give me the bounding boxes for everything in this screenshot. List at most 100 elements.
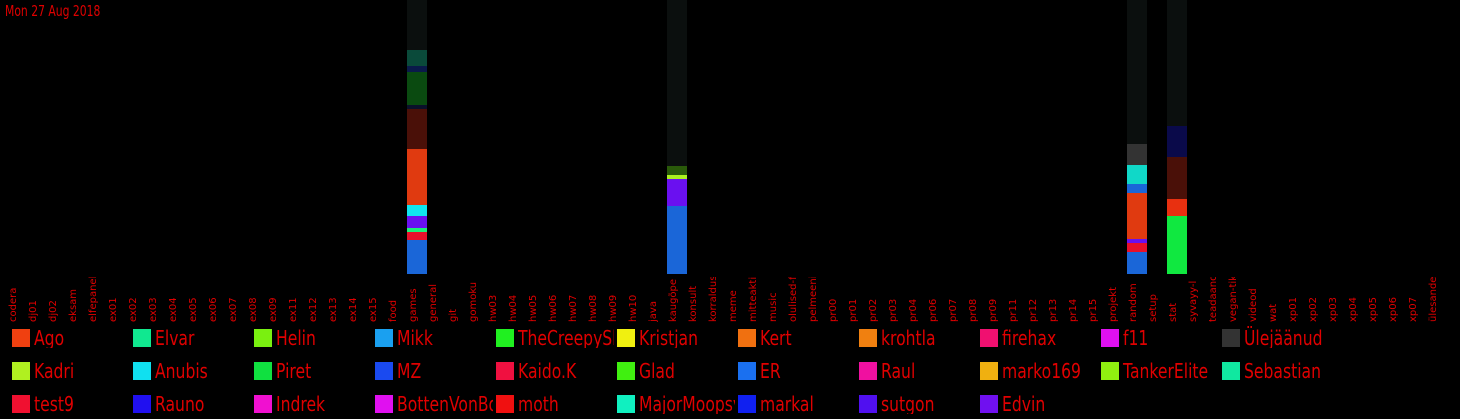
category-label: ex12 <box>308 277 320 322</box>
bar-segment-random-6 <box>1127 144 1147 165</box>
legend-label: ER <box>760 359 781 381</box>
category-label: hw03 <box>488 277 500 322</box>
category-label: pr11 <box>1008 277 1020 322</box>
legend-swatch <box>1222 329 1240 347</box>
category-label: games <box>408 277 420 322</box>
legend-item: BottenVonBot <box>375 392 493 414</box>
category-label: ex01 <box>108 277 120 322</box>
legend-label: Ülejäänud <box>1244 326 1323 348</box>
category-label-text: pr12 <box>1028 298 1039 322</box>
legend-swatch <box>12 329 30 347</box>
category-label: hw06 <box>548 277 560 322</box>
category-label-text: xp01 <box>1288 297 1299 322</box>
legend-swatch <box>375 395 393 413</box>
legend-item: moth <box>496 392 614 414</box>
category-label: ülesanded <box>1428 277 1440 322</box>
category-label: music <box>768 277 780 322</box>
legend-item: Helin <box>254 326 372 348</box>
category-label: pr07 <box>948 277 960 322</box>
category-label-text: wat <box>1268 303 1279 322</box>
bar-segment-stat-0 <box>1167 216 1187 274</box>
category-label-text: hw10 <box>628 294 639 322</box>
category-label: xp06 <box>1388 277 1400 322</box>
category-label: hw09 <box>608 277 620 322</box>
category-label: stat <box>1168 277 1180 322</box>
bar-segment-games-3 <box>407 216 427 228</box>
category-label-text: ex07 <box>228 297 239 322</box>
category-label: hw10 <box>628 277 640 322</box>
category-label-text: pr03 <box>888 298 899 322</box>
legend-item: test9 <box>12 392 130 414</box>
category-label-text: videod <box>1248 288 1259 322</box>
category-label-text: hw06 <box>548 294 559 322</box>
category-label-text: stat <box>1168 302 1179 322</box>
category-label: git <box>448 277 460 322</box>
category-label-text: ex06 <box>208 297 219 322</box>
legend-item: Piret <box>254 359 372 381</box>
legend-swatch <box>1101 329 1119 347</box>
category-label: ex05 <box>188 277 200 322</box>
category-label: pr14 <box>1068 277 1080 322</box>
legend-label: Kert <box>760 326 792 348</box>
category-label-text: music <box>768 292 779 322</box>
legend-swatch <box>617 329 635 347</box>
legend-swatch <box>12 395 30 413</box>
category-label-text: setup <box>1148 294 1159 322</box>
legend-swatch <box>496 395 514 413</box>
category-label: ex11 <box>288 277 300 322</box>
legend-swatch <box>254 395 272 413</box>
legend-item: Mikk <box>375 326 493 348</box>
category-label: random <box>1128 277 1140 322</box>
category-label: kaugõpe <box>668 277 680 322</box>
category-label: ex04 <box>168 277 180 322</box>
legend-swatch <box>980 329 998 347</box>
legend-label: TankerElite <box>1123 359 1209 381</box>
category-label: wat <box>1268 277 1280 322</box>
category-label: pr06 <box>928 277 940 322</box>
legend-label: Anubis <box>155 359 208 381</box>
bar-segment-games-6 <box>407 109 427 149</box>
legend-label: TheCreepySh <box>518 326 614 348</box>
category-label: pelmeeni <box>808 277 820 322</box>
category-label-text: games <box>408 288 419 322</box>
category-label: eksam <box>68 277 80 322</box>
chart-legend: Ago Elvar Helin Mikk TheCreepySh Kristjan Kert… <box>0 322 1460 419</box>
bar-segment-games-5 <box>407 149 427 205</box>
category-label: syvayy-l <box>1188 277 1200 322</box>
category-label-text: hw05 <box>528 294 539 322</box>
bar-segment-kaugõpe-0 <box>667 206 687 274</box>
category-label-text: xp05 <box>1368 297 1379 322</box>
legend-label: Mikk <box>397 326 433 348</box>
legend-item: TheCreepySh <box>496 326 614 348</box>
category-label: pr02 <box>868 277 880 322</box>
legend-item: marko169 <box>980 359 1098 381</box>
category-label-text: pr00 <box>828 298 839 322</box>
legend-swatch <box>980 395 998 413</box>
category-label-text: pelmeeni <box>808 277 819 322</box>
legend-label: Kaido.K <box>518 359 577 381</box>
legend-label: Piret <box>276 359 312 381</box>
category-label: teadaand <box>1208 277 1220 322</box>
category-label-text: mitteaktiivsed <box>748 277 759 322</box>
legend-swatch <box>133 362 151 380</box>
bar-segment-games-4 <box>407 205 427 216</box>
category-label-text: dj02 <box>48 300 59 322</box>
legend-label: Raul <box>881 359 916 381</box>
legend-swatch <box>496 329 514 347</box>
category-label: meme <box>728 277 740 322</box>
category-label-text: ex14 <box>348 297 359 322</box>
legend-label: Elvar <box>155 326 195 348</box>
legend-swatch <box>859 362 877 380</box>
legend-swatch <box>254 362 272 380</box>
bar-segment-random-3 <box>1127 193 1147 239</box>
bar-segment-stat-1 <box>1167 199 1187 216</box>
category-label-text: git <box>448 308 459 322</box>
category-label-text: meme <box>728 290 739 322</box>
legend-label: krohtla <box>881 326 936 348</box>
category-label: dj02 <box>48 277 60 322</box>
legend-swatch <box>12 362 30 380</box>
category-label: pr08 <box>968 277 980 322</box>
bar-segment-games-7 <box>407 105 427 109</box>
legend-swatch <box>1222 362 1240 380</box>
category-label: food <box>388 277 400 322</box>
